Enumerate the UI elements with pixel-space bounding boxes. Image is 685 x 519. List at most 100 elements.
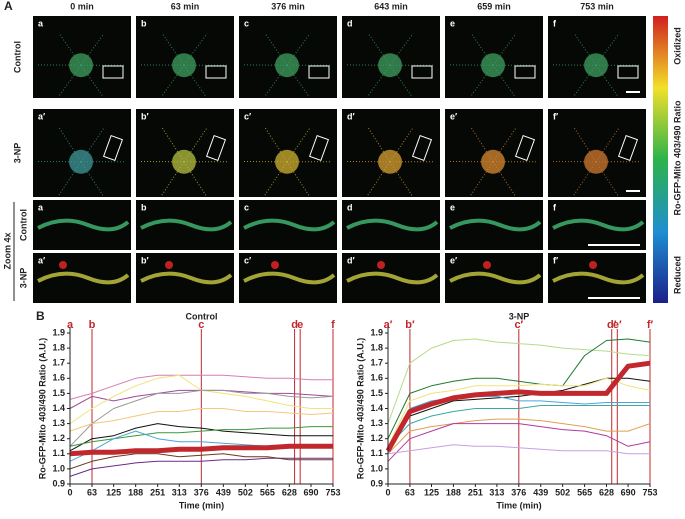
roi-box (102, 65, 124, 79)
mito-spot (377, 261, 385, 269)
data-line (387, 338, 651, 439)
x-tick-label: 376 (194, 487, 209, 497)
colorbar-label: Ro-GFP-Mito 403/490 Ratio (672, 100, 682, 216)
row-label: 3-NP (18, 268, 28, 289)
x-tick-label: 753 (642, 487, 657, 497)
x-tick-label: 376 (511, 487, 526, 497)
x-tick-label: 690 (621, 487, 636, 497)
event-label: d (291, 319, 298, 331)
image-letter: e′ (450, 111, 457, 121)
event-label: e′ (613, 319, 622, 331)
mito-strand (552, 271, 645, 285)
y-tick-label: 1.5 (370, 388, 383, 398)
soma (584, 53, 608, 78)
colorbar-label: Oxidized (672, 27, 682, 65)
mito-spot (271, 261, 279, 269)
mito-strand (243, 271, 336, 285)
data-line (69, 453, 333, 470)
x-tick-label: 63 (87, 487, 97, 497)
image-letter: c (244, 202, 249, 212)
x-tick-label: 313 (172, 487, 187, 497)
image-letter: c′ (244, 111, 251, 121)
y-tick-label: 1.7 (52, 358, 65, 368)
roi-box (617, 65, 639, 79)
x-tick-label: 565 (577, 487, 592, 497)
y-tick-label: 1.8 (52, 342, 65, 352)
row-label: Control (18, 209, 28, 241)
mito-spot (483, 261, 491, 269)
y-tick-label: 1.3 (370, 418, 383, 428)
y-tick-label: 1.2 (52, 433, 65, 443)
chart-title: 3-NP (509, 311, 530, 321)
x-tick-label: 0 (67, 487, 72, 497)
data-line (387, 395, 650, 455)
data-line (69, 374, 333, 400)
x-tick-label: 251 (468, 487, 483, 497)
x-tick-label: 188 (128, 487, 143, 497)
x-tick-label: 565 (260, 487, 275, 497)
mito-strand (140, 218, 233, 232)
soma (69, 149, 93, 174)
roi-box (514, 65, 536, 79)
data-line (385, 360, 651, 453)
data-line (387, 423, 651, 462)
image-letter: e′ (450, 255, 457, 265)
image-letter: c (244, 18, 249, 28)
data-line (69, 443, 333, 457)
x-tick-label: 251 (150, 487, 165, 497)
y-tick-label: 1.0 (370, 463, 383, 473)
y-tick-label: 1.0 (52, 463, 65, 473)
panel-label: B (36, 309, 45, 323)
time-label: 659 min (477, 1, 511, 11)
zoom-label: Zoom 4x (2, 232, 12, 269)
time-label: 376 min (271, 1, 305, 11)
roi-box (205, 65, 227, 79)
x-axis-label: Time (min) (496, 500, 541, 510)
image-letter: b′ (141, 255, 149, 265)
mito-strand (552, 218, 645, 232)
soma (275, 149, 299, 174)
data-line (69, 457, 333, 477)
y-tick-label: 0.9 (370, 478, 383, 488)
event-label: f′ (647, 319, 654, 331)
x-tick-label: 63 (405, 487, 415, 497)
y-tick-label: 1.3 (52, 418, 65, 428)
mito-strand (346, 271, 439, 285)
x-tick-label: 0 (385, 487, 390, 497)
y-tick-label: 1.8 (370, 342, 383, 352)
image-letter: d (347, 202, 353, 212)
mito-strand (37, 271, 130, 285)
image-letter: a (38, 18, 44, 28)
data-line (387, 377, 651, 447)
image-letter: a′ (38, 111, 45, 121)
data-line (387, 418, 651, 455)
event-label: d′ (607, 319, 617, 331)
data-line (387, 444, 650, 455)
y-tick-label: 1.7 (370, 358, 383, 368)
event-label: b′ (405, 319, 415, 331)
y-tick-label: 1.9 (52, 327, 65, 337)
soma (378, 149, 402, 174)
time-label: 753 min (580, 1, 614, 11)
event-label: a (67, 319, 74, 331)
colorbar (653, 16, 668, 303)
x-tick-label: 502 (555, 487, 570, 497)
mito-strand (243, 218, 336, 232)
y-axis-label: Ro-GFP-Mito 403/490 Ratio (A.U.) (355, 338, 365, 480)
image-letter: d (347, 18, 353, 28)
roi-box (205, 134, 227, 162)
soma (172, 149, 196, 174)
x-tick-label: 188 (446, 487, 461, 497)
x-tick-label: 753 (325, 487, 340, 497)
x-tick-label: 628 (282, 487, 297, 497)
image-letter: f (553, 18, 557, 28)
y-tick-label: 0.9 (52, 478, 65, 488)
event-label: c′ (514, 319, 523, 331)
event-label: a′ (384, 319, 393, 331)
image-letter: f′ (553, 111, 558, 121)
image-letter: b′ (141, 111, 149, 121)
x-tick-label: 125 (424, 487, 439, 497)
soma (69, 53, 93, 78)
time-label: 643 min (374, 1, 408, 11)
data-line (69, 408, 334, 432)
